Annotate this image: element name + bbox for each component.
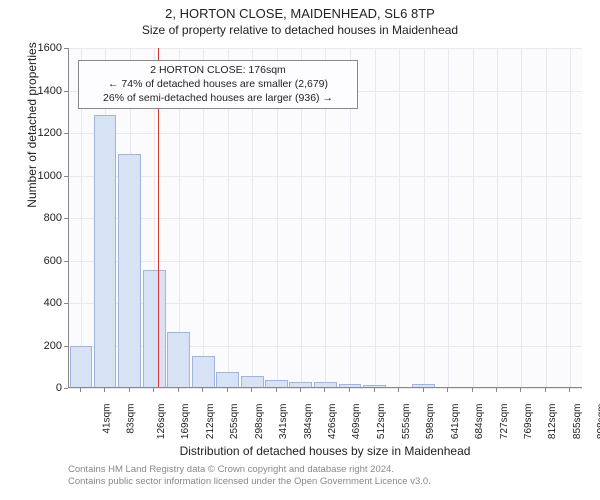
x-tick-mark bbox=[178, 388, 179, 392]
x-tick-label: 298sqm bbox=[254, 404, 265, 440]
x-tick-label: 341sqm bbox=[278, 404, 289, 440]
y-tick-label: 800 bbox=[34, 212, 62, 224]
x-tick-label: 769sqm bbox=[523, 404, 534, 440]
bar bbox=[265, 380, 288, 387]
y-tick-mark bbox=[64, 91, 68, 92]
x-tick-mark bbox=[227, 388, 228, 392]
x-tick-label: 512sqm bbox=[376, 404, 387, 440]
x-tick-label: 641sqm bbox=[450, 404, 461, 440]
bar bbox=[118, 154, 141, 387]
grid-line-v bbox=[570, 48, 571, 387]
x-tick-label: 212sqm bbox=[205, 404, 216, 440]
x-tick-mark bbox=[520, 388, 521, 392]
x-tick-mark bbox=[324, 388, 325, 392]
chart-container: 2, HORTON CLOSE, MAIDENHEAD, SL6 8TP Siz… bbox=[0, 0, 600, 500]
bar bbox=[70, 346, 93, 387]
y-tick-label: 400 bbox=[34, 297, 62, 309]
grid-line-v bbox=[473, 48, 474, 387]
y-tick-mark bbox=[64, 176, 68, 177]
x-tick-label: 727sqm bbox=[499, 404, 510, 440]
y-tick-label: 200 bbox=[34, 340, 62, 352]
y-tick-label: 0 bbox=[34, 382, 62, 394]
x-tick-mark bbox=[374, 388, 375, 392]
y-tick-mark bbox=[64, 133, 68, 134]
bar bbox=[314, 382, 337, 387]
bar bbox=[339, 384, 362, 387]
y-tick-label: 1600 bbox=[34, 42, 62, 54]
x-tick-label: 555sqm bbox=[401, 404, 412, 440]
attribution-line2: Contains public sector information licen… bbox=[68, 476, 582, 488]
x-tick-label: 41sqm bbox=[102, 404, 113, 434]
bar bbox=[143, 270, 166, 387]
x-tick-mark bbox=[300, 388, 301, 392]
grid-line-h bbox=[69, 388, 582, 389]
y-tick-mark bbox=[64, 388, 68, 389]
x-tick-mark bbox=[153, 388, 154, 392]
x-tick-label: 255sqm bbox=[229, 404, 240, 440]
y-tick-mark bbox=[64, 48, 68, 49]
bar bbox=[289, 382, 312, 387]
x-tick-mark bbox=[251, 388, 252, 392]
chart-title-main: 2, HORTON CLOSE, MAIDENHEAD, SL6 8TP bbox=[0, 0, 600, 21]
x-tick-label: 426sqm bbox=[327, 404, 338, 440]
grid-line-v bbox=[424, 48, 425, 387]
info-box-line2: ← 74% of detached houses are smaller (2,… bbox=[83, 77, 353, 91]
x-tick-label: 598sqm bbox=[425, 404, 436, 440]
x-tick-mark bbox=[545, 388, 546, 392]
y-tick-label: 1400 bbox=[34, 85, 62, 97]
bar bbox=[192, 356, 215, 387]
x-tick-label: 684sqm bbox=[474, 404, 485, 440]
y-axis-label: Number of detached properties bbox=[25, 25, 39, 225]
bar bbox=[241, 376, 264, 387]
x-tick-label: 126sqm bbox=[156, 404, 167, 440]
x-tick-mark bbox=[472, 388, 473, 392]
y-tick-label: 600 bbox=[34, 255, 62, 267]
x-tick-mark bbox=[202, 388, 203, 392]
x-tick-mark bbox=[104, 388, 105, 392]
x-tick-mark bbox=[398, 388, 399, 392]
info-box-line3: 26% of semi-detached houses are larger (… bbox=[83, 91, 353, 105]
x-tick-mark bbox=[447, 388, 448, 392]
y-tick-label: 1000 bbox=[34, 170, 62, 182]
info-box-line1: 2 HORTON CLOSE: 176sqm bbox=[83, 63, 353, 77]
info-box: 2 HORTON CLOSE: 176sqm ← 74% of detached… bbox=[78, 60, 358, 109]
bar bbox=[412, 384, 435, 387]
bar bbox=[363, 385, 386, 387]
attribution: Contains HM Land Registry data © Crown c… bbox=[68, 464, 582, 489]
x-tick-label: 83sqm bbox=[125, 404, 136, 434]
x-tick-label: 169sqm bbox=[180, 404, 191, 440]
y-tick-mark bbox=[64, 346, 68, 347]
grid-line-v bbox=[399, 48, 400, 387]
x-tick-label: 469sqm bbox=[352, 404, 363, 440]
x-tick-label: 384sqm bbox=[303, 404, 314, 440]
grid-line-v bbox=[375, 48, 376, 387]
bar bbox=[167, 332, 190, 387]
attribution-line1: Contains HM Land Registry data © Crown c… bbox=[68, 464, 582, 476]
x-tick-label: 812sqm bbox=[547, 404, 558, 440]
x-tick-mark bbox=[129, 388, 130, 392]
y-tick-mark bbox=[64, 218, 68, 219]
grid-line-v bbox=[521, 48, 522, 387]
x-tick-label: 855sqm bbox=[572, 404, 583, 440]
x-tick-mark bbox=[80, 388, 81, 392]
grid-line-v bbox=[546, 48, 547, 387]
grid-line-v bbox=[448, 48, 449, 387]
x-tick-mark bbox=[423, 388, 424, 392]
chart-title-sub: Size of property relative to detached ho… bbox=[0, 21, 600, 37]
grid-line-v bbox=[497, 48, 498, 387]
y-tick-label: 1200 bbox=[34, 127, 62, 139]
x-tick-mark bbox=[496, 388, 497, 392]
x-tick-mark bbox=[349, 388, 350, 392]
y-tick-mark bbox=[64, 303, 68, 304]
x-tick-mark bbox=[276, 388, 277, 392]
bar bbox=[94, 115, 117, 387]
x-axis-label: Distribution of detached houses by size … bbox=[68, 444, 582, 458]
x-tick-label: 898sqm bbox=[597, 404, 600, 440]
y-tick-mark bbox=[64, 261, 68, 262]
x-tick-mark bbox=[569, 388, 570, 392]
bar bbox=[216, 372, 239, 387]
